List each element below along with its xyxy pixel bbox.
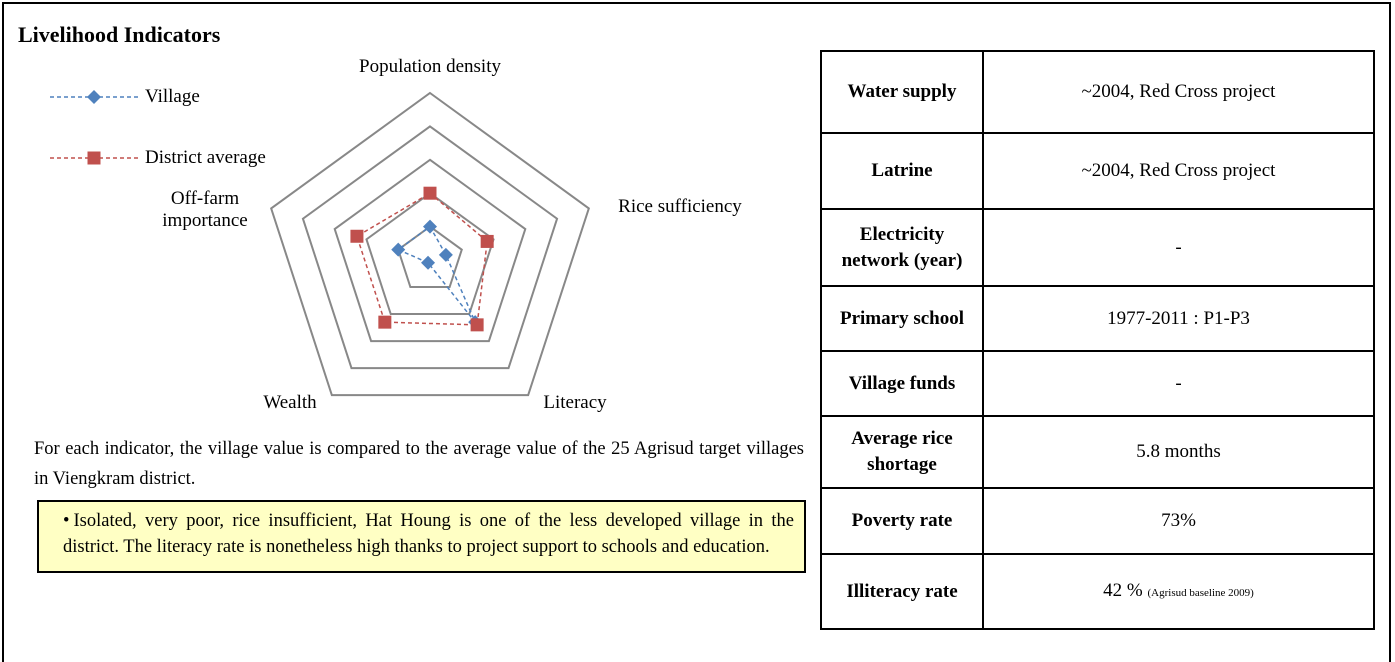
value-text: - <box>1175 236 1182 258</box>
data-point <box>378 315 392 329</box>
data-point <box>350 229 364 243</box>
row-value: 73% <box>982 487 1375 555</box>
grid-ring <box>269 91 591 397</box>
series-line <box>356 192 488 326</box>
row-key: Average rice shortage <box>820 415 984 489</box>
data-point <box>438 247 453 262</box>
row-key: Electricity network (year) <box>820 208 984 287</box>
data-point <box>421 255 436 270</box>
row-value: 1977-2011 : P1-P3 <box>982 285 1375 352</box>
axis-label: Literacy <box>543 392 607 413</box>
grid-ring <box>333 158 527 343</box>
series-line <box>396 225 476 323</box>
axis-label: Population density <box>359 56 501 77</box>
data-point <box>391 242 406 257</box>
axis-label: Rice sufficiency <box>618 196 742 217</box>
value-text: ~2004, Red Cross project <box>1081 160 1276 181</box>
row-key: Village funds <box>820 350 984 417</box>
value-text: 5.8 months <box>1136 441 1221 462</box>
row-value: - <box>982 208 1375 287</box>
value-text: 73% <box>1161 510 1196 531</box>
row-value: ~2004, Red Cross project <box>982 50 1375 134</box>
legend-marker <box>87 151 101 165</box>
legend-label: Village <box>145 86 200 107</box>
title: Livelihood Indicators <box>18 22 221 47</box>
note-box: Isolated, very poor, rice insufficient, … <box>37 500 806 573</box>
info-table: Water supply ~2004, Red Cross project Latr… <box>820 50 1375 630</box>
table-row: Poverty rate 73% <box>820 487 1375 555</box>
radar-chart <box>50 90 591 397</box>
page: {"title": "Livelihood Indicators", "char… <box>0 0 1395 646</box>
row-key: Poverty rate <box>820 487 984 555</box>
row-value: - <box>982 350 1375 417</box>
data-point <box>480 234 494 248</box>
grid-ring <box>365 191 495 316</box>
table-row: Water supply ~2004, Red Cross project <box>820 50 1375 134</box>
caption: For each indicator, the village value is… <box>34 439 804 489</box>
row-key: Illiteracy rate <box>820 553 984 630</box>
table-row: Primary school 1977-2011 : P1-P3 <box>820 285 1375 352</box>
data-point <box>470 318 484 332</box>
row-key: Primary school <box>820 285 984 352</box>
table-row: Average rice shortage 5.8 months <box>820 415 1375 489</box>
row-value: ~2004, Red Cross project <box>982 132 1375 210</box>
table-row: Illiteracy rate 42 % (Agrisud baseline 20… <box>820 553 1375 630</box>
row-value: 5.8 months <box>982 415 1375 489</box>
legend-marker <box>87 90 101 104</box>
table-row: Latrine ~2004, Red Cross project <box>820 132 1375 210</box>
legend-label: District average <box>145 147 266 168</box>
axis-label: Wealth <box>263 392 317 413</box>
note: Isolated, very poor, rice insufficient, … <box>63 508 794 560</box>
grid-ring <box>301 125 559 370</box>
table-row: Village funds - <box>820 350 1375 417</box>
row-key: Latrine <box>820 132 984 210</box>
value-text: 42 % <box>1103 579 1143 601</box>
value-text: ~2004, Red Cross project <box>1081 81 1276 102</box>
row-value: 42 % (Agrisud baseline 2009) <box>982 553 1375 630</box>
data-point <box>423 186 437 200</box>
table-row: Electricity network (year) - <box>820 208 1375 287</box>
value-text: - <box>1175 372 1182 394</box>
axis-label: Off-farm importance <box>162 188 248 231</box>
row-key: Water supply <box>820 50 984 134</box>
data-point <box>423 219 437 234</box>
value-text: 1977-2011 : P1-P3 <box>1107 307 1250 329</box>
grid-ring <box>397 225 463 289</box>
value-note: (Agrisud baseline 2009) <box>1147 586 1254 599</box>
